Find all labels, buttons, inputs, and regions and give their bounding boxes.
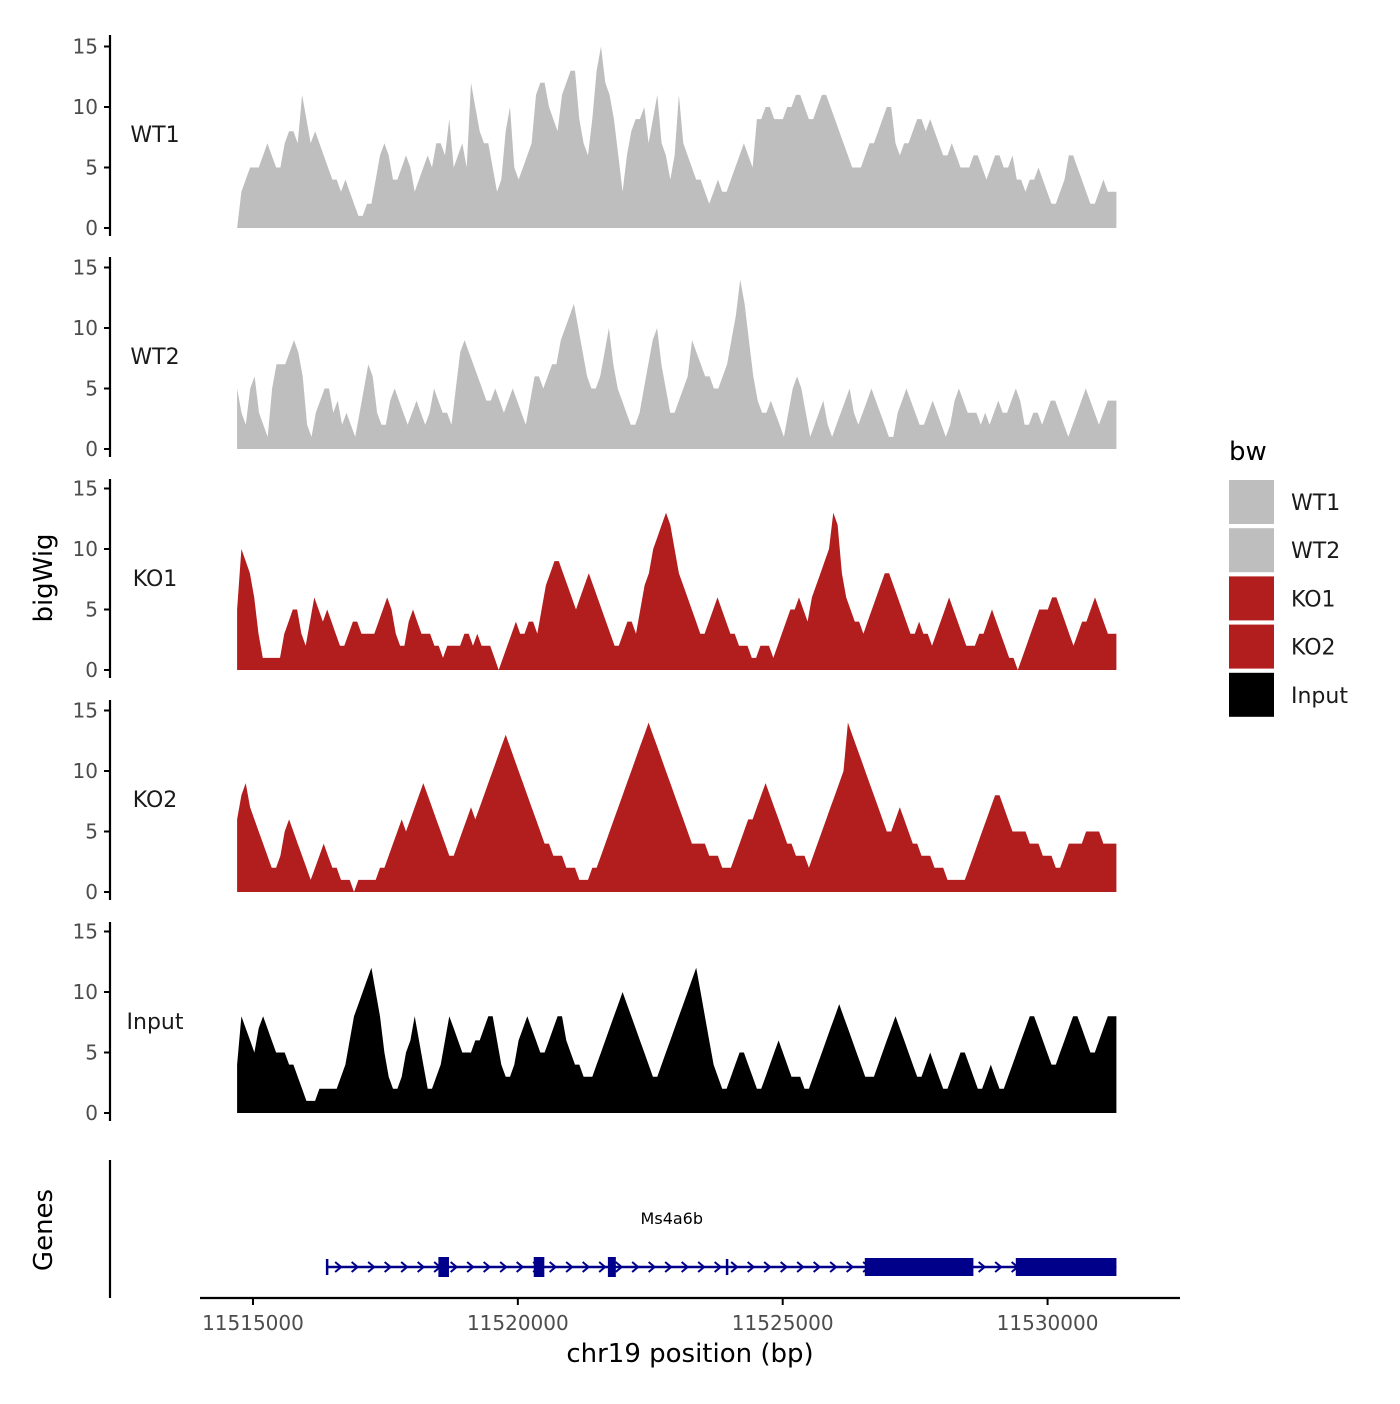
legend-label-ko1: KO1 <box>1291 587 1336 612</box>
coverage-area-wt2 <box>237 279 1117 449</box>
coverage-area-ko1 <box>237 512 1117 670</box>
strand-arrow <box>812 1261 822 1273</box>
y-tick-label: 5 <box>85 598 98 622</box>
gene-track-title: Genes <box>29 1189 59 1271</box>
y-axis-title: bigWig <box>29 533 59 622</box>
track-label-input: Input <box>127 1010 184 1035</box>
legend-label-wt2: WT2 <box>1291 539 1340 564</box>
y-tick-label: 0 <box>85 437 98 461</box>
strand-arrow <box>482 1261 492 1273</box>
track-ko2: 0 5 10 15 KO2 <box>73 699 1117 904</box>
y-tick-label: 10 <box>73 316 98 340</box>
strand-arrow <box>994 1261 1003 1273</box>
strand-arrow <box>845 1261 855 1273</box>
track-input: 0 5 10 15 Input <box>73 920 1117 1125</box>
strand-arrow <box>647 1261 657 1273</box>
gene-name-label: Ms4a6b <box>641 1209 703 1228</box>
gene-exon <box>533 1257 545 1277</box>
y-tick-label: 5 <box>85 1041 98 1065</box>
strand-arrow <box>697 1261 706 1273</box>
coverage-area-input <box>237 967 1117 1113</box>
legend-label-input: Input <box>1291 684 1348 709</box>
strand-arrow <box>614 1261 624 1273</box>
track-ko1: 0 5 10 15 KO1 <box>73 477 1117 682</box>
strand-arrow <box>416 1261 426 1273</box>
strand-arrow <box>779 1261 789 1273</box>
y-tick-label: 10 <box>73 537 98 561</box>
legend-label-wt1: WT1 <box>1291 491 1340 516</box>
strand-arrow <box>746 1261 756 1273</box>
track-label-wt1: WT1 <box>130 123 179 148</box>
y-tick-label: 10 <box>73 980 98 1004</box>
gene-exon <box>1015 1258 1117 1276</box>
track-label-ko2: KO2 <box>133 788 178 813</box>
track-wt2: 0 5 10 15 WT2 <box>73 256 1117 461</box>
legend-swatch-ko2 <box>1229 624 1274 669</box>
y-tick-label: 15 <box>73 920 98 944</box>
strand-arrow <box>400 1261 409 1273</box>
y-tick-label: 10 <box>73 759 98 783</box>
strand-arrow <box>713 1261 723 1273</box>
y-tick-label: 15 <box>73 477 98 501</box>
track-label-wt2: WT2 <box>130 345 179 370</box>
y-tick-label: 10 <box>73 95 98 119</box>
y-tick-label: 15 <box>73 256 98 280</box>
strand-arrow <box>680 1261 690 1273</box>
x-tick-label: 11515000 <box>202 1311 304 1335</box>
strand-arrow <box>515 1261 525 1273</box>
x-axis-title: chr19 position (bp) <box>566 1339 813 1369</box>
y-tick-label: 5 <box>85 156 98 180</box>
legend-swatch-input <box>1229 672 1274 717</box>
strand-arrow <box>334 1261 343 1273</box>
gene-exon <box>438 1257 449 1277</box>
strand-arrow <box>466 1261 475 1273</box>
track-wt1: 0 5 10 15 WT1 <box>73 35 1117 240</box>
strand-arrow <box>449 1261 459 1273</box>
strand-arrow <box>763 1261 772 1273</box>
y-tick-label: 5 <box>85 377 98 401</box>
x-axis: 11515000 11520000 11525000 11530000 <box>200 1296 1180 1335</box>
strand-arrow <box>383 1261 393 1273</box>
x-tick-label: 11525000 <box>732 1311 834 1335</box>
strand-arrow <box>631 1261 640 1273</box>
y-tick-label: 0 <box>85 1101 98 1125</box>
strand-arrow <box>548 1261 558 1273</box>
y-tick-label: 0 <box>85 216 98 240</box>
y-tick-label: 5 <box>85 820 98 844</box>
legend-swatch-wt1 <box>1229 480 1274 524</box>
strand-arrow <box>730 1261 739 1273</box>
x-tick-label: 11530000 <box>997 1311 1099 1335</box>
gene-exon <box>607 1257 616 1277</box>
legend-swatch-ko1 <box>1229 576 1274 621</box>
strand-arrow <box>581 1261 591 1273</box>
strand-arrow <box>664 1261 673 1273</box>
y-tick-label: 15 <box>73 35 98 59</box>
legend-label-ko2: KO2 <box>1291 636 1336 661</box>
track-label-ko1: KO1 <box>133 567 178 592</box>
strand-arrow <box>499 1261 508 1273</box>
strand-arrow <box>565 1261 574 1273</box>
y-tick-label: 0 <box>85 658 98 682</box>
x-tick-label: 11520000 <box>467 1311 569 1335</box>
coverage-area-ko2 <box>237 722 1117 892</box>
legend-swatch-wt2 <box>1229 528 1274 573</box>
strand-arrow <box>367 1261 376 1273</box>
y-tick-label: 15 <box>73 699 98 723</box>
legend: bw WT1 WT2 KO1 KO2 Input <box>1229 437 1348 717</box>
y-tick-label: 0 <box>85 880 98 904</box>
legend-title: bw <box>1229 437 1267 467</box>
strand-arrow <box>829 1261 838 1273</box>
coverage-area-wt1 <box>237 46 1117 228</box>
strand-arrow <box>977 1261 987 1273</box>
gene-exon <box>864 1258 974 1276</box>
strand-arrow <box>796 1261 805 1273</box>
strand-arrow <box>350 1261 360 1273</box>
gene-track: Ms4a6b <box>108 1160 1117 1298</box>
coverage-tracks: 0 5 10 15 WT1 0 5 10 15 WT2 0 5 10 15 KO1 0 5 10 15 KO2 0 5 10… <box>73 35 1117 1125</box>
strand-arrow <box>598 1261 607 1273</box>
